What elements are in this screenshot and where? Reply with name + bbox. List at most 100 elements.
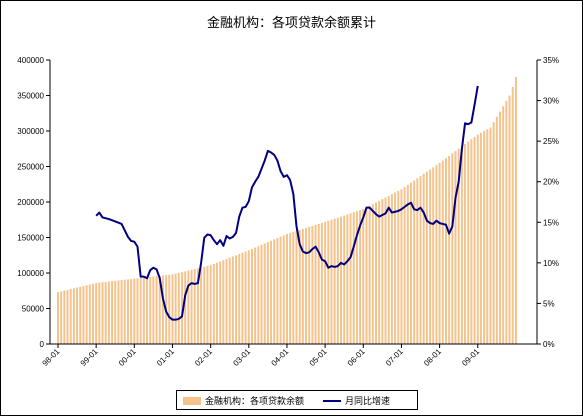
loan-bar [117,280,120,344]
loan-bar [327,220,330,344]
loan-bar [330,219,333,344]
loan-bar [314,224,317,344]
loan-bar [76,287,79,344]
loan-bar [336,217,339,344]
loan-bar [470,139,473,344]
loan-bar [196,268,199,344]
loan-bar [479,132,482,344]
loan-bar [343,215,346,344]
loan-bar [438,162,441,344]
loan-bar [460,146,463,344]
loan-bar [241,252,244,344]
x-tick-label: 00-01 [117,347,138,368]
loan-bar [155,276,158,344]
loan-bar [257,246,260,344]
x-tick-label: 08-01 [422,347,443,368]
loan-bar [502,106,505,345]
loan-bar [495,116,498,344]
loan-bar [63,290,66,344]
loan-bar [69,289,72,344]
legend-item-growth: 月同比增速 [323,394,390,407]
loan-bar [511,86,514,344]
growth-line [95,85,479,321]
loan-bar [454,151,457,344]
loan-bar [91,283,94,344]
loan-bar [400,189,403,344]
loan-bar [371,204,374,344]
loan-bar [422,173,425,344]
x-tick-label: 01-01 [155,347,176,368]
loan-bar [305,227,308,344]
loan-bar [467,141,470,344]
loan-bar [425,171,428,344]
loan-bar [104,281,107,345]
loan-bar [139,277,142,344]
legend: 金融机构：各项贷款余额 月同比增速 [176,390,418,410]
x-tick-label: 05-01 [308,347,329,368]
loan-bar [171,274,174,344]
loan-bar [282,235,285,344]
legend-item-loans: 金融机构：各项贷款余额 [183,394,304,407]
loan-bar [457,148,460,344]
loan-bar [279,236,282,344]
loan-bar [114,280,117,344]
loan-bar [216,262,218,344]
loan-bar [187,270,190,344]
loan-bar [152,276,155,344]
right-tick-label: 35% [543,56,559,65]
loan-bar [355,211,358,344]
loan-bar [349,213,352,344]
x-tick-label: 09-01 [460,347,481,368]
loan-bar [476,134,479,344]
right-tick-label: 30% [543,97,559,106]
loan-bar [146,277,149,344]
loan-bar [492,122,495,345]
x-tick-label: 02-01 [193,347,214,368]
loan-bar [473,136,476,344]
loan-bar [85,285,88,344]
loan-bar [238,254,241,344]
loan-bar [320,222,323,344]
loan-bar [254,247,257,344]
loan-bar [441,160,444,344]
loan-bar [273,239,276,344]
loan-bar [413,180,416,344]
loan-bar [406,184,409,344]
loan-bar [444,158,447,344]
loan-bar [289,232,292,344]
loan-bar [505,100,508,344]
loan-bar [359,210,362,344]
loan-bar [276,238,279,344]
left-tick-label: 300000 [17,127,44,136]
loan-bar [301,228,304,344]
loan-bar [508,95,511,344]
loan-bar [365,207,368,344]
loan-bar [235,255,238,344]
loan-bar [95,282,98,344]
loan-bar [88,284,91,344]
loan-bar [158,275,161,344]
loan-bar [403,187,406,344]
left-tick-label: 50000 [22,305,45,314]
loan-bar [292,231,295,344]
loan-bar [142,277,145,344]
x-tick-label: 07-01 [384,347,405,368]
loan-bar [193,269,196,344]
loan-bar [409,182,412,344]
loan-bar [340,216,342,344]
x-tick-label: 99-01 [79,347,100,368]
loan-bar [514,77,517,344]
loan-bar [228,257,231,344]
loan-bar [387,195,390,344]
loan-bar [384,197,387,344]
loan-bar [200,267,203,344]
loan-bar [368,205,371,344]
right-tick-label: 5% [543,299,555,308]
loan-bar [60,291,63,344]
x-tick-label: 04-01 [270,347,291,368]
loan-bar [120,280,123,344]
left-tick-label: 0 [40,340,45,349]
legend-swatch-line [323,399,341,402]
